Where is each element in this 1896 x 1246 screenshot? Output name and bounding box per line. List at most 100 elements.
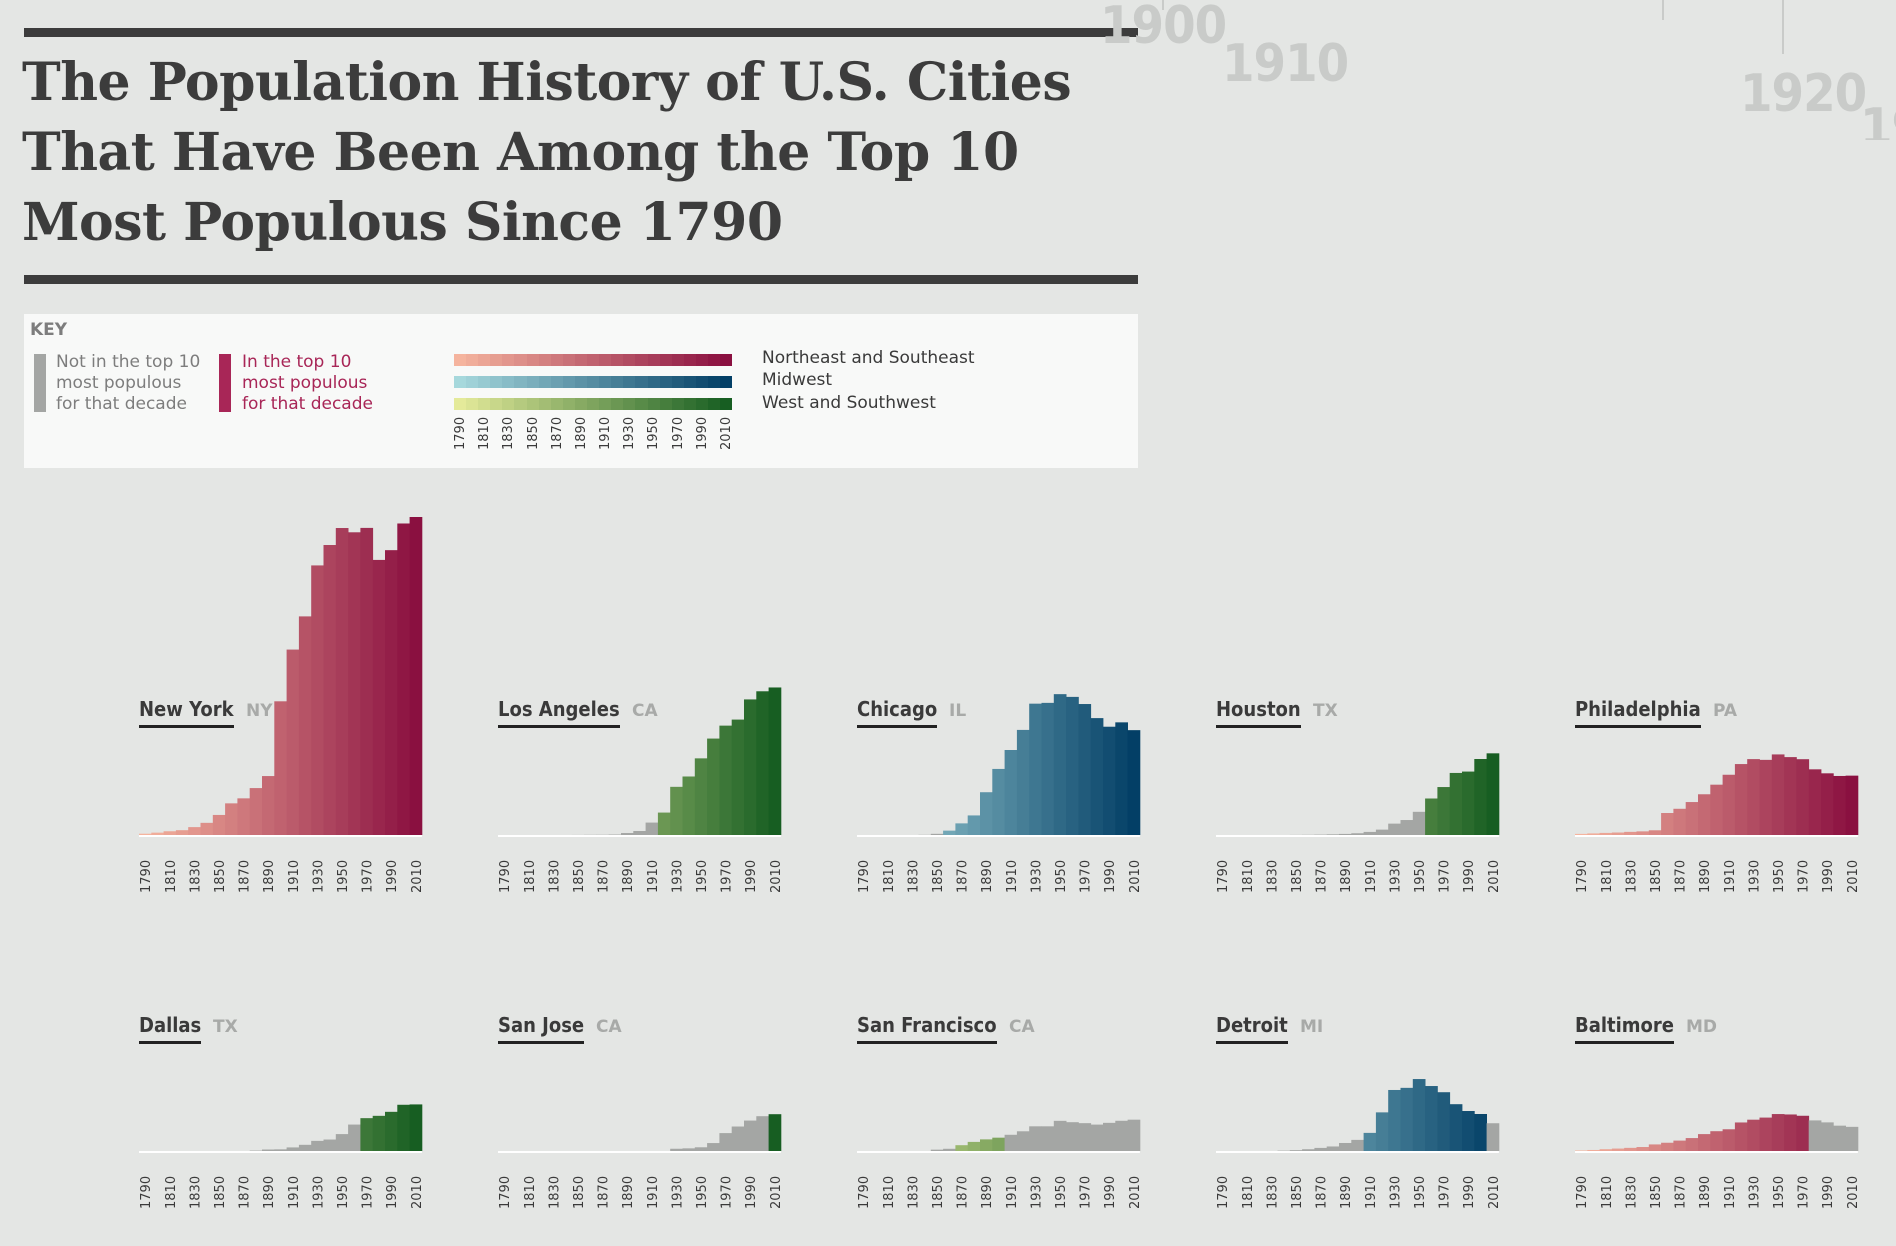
tick-label: 1910: [287, 860, 302, 893]
tick-label: 1810: [882, 1176, 897, 1209]
ramp-step: [574, 398, 588, 410]
ramp-step: [671, 376, 684, 388]
bar: [1326, 834, 1340, 835]
bar: [1587, 1149, 1600, 1151]
tick-label: 2010: [1487, 860, 1502, 893]
tick-label: 1870: [597, 1176, 612, 1209]
ramp-step: [635, 376, 648, 388]
tick-label: 1950: [1413, 1176, 1428, 1209]
tick-label: 1990: [1462, 860, 1477, 893]
city-state: CA: [596, 1017, 622, 1037]
bar: [967, 1141, 981, 1151]
ramp-step: [707, 376, 721, 388]
tick-label: 1890: [1339, 860, 1354, 893]
bar: [212, 814, 226, 835]
bar: [1437, 1092, 1451, 1151]
bar: [1449, 772, 1463, 835]
bar: [1363, 831, 1377, 835]
ramp-step: [478, 354, 491, 366]
tick-label: 1830: [906, 1176, 921, 1209]
top10-swatch: [219, 354, 231, 412]
region-label-northeast: Northeast and Southeast: [762, 348, 975, 368]
tick-label: 1850: [572, 1176, 587, 1209]
bar: [1029, 703, 1042, 835]
ramp-step: [454, 354, 467, 366]
bar: [1449, 1104, 1463, 1151]
tick-label: 1810: [1600, 860, 1615, 893]
ramp-step: [599, 354, 612, 366]
bar: [1636, 831, 1650, 835]
tick-label: 1990: [1103, 860, 1118, 893]
city-name: New York: [139, 697, 234, 728]
tick-label: 1930: [1388, 860, 1403, 893]
ramp-step: [647, 376, 660, 388]
tick-label: 1830: [188, 860, 203, 893]
top-rule: [24, 28, 1138, 37]
tick-label: 1830: [547, 860, 562, 893]
key-title: KEY: [30, 320, 68, 340]
tick-label: 1930: [1747, 1176, 1762, 1209]
tick-label: 1970: [1438, 860, 1453, 893]
bar: [1698, 1134, 1711, 1151]
bar: [1400, 1087, 1414, 1151]
bar: [1722, 1129, 1736, 1151]
ramp-step: [720, 398, 733, 410]
bar: [1115, 1120, 1128, 1151]
tick-label: 1970: [1079, 1176, 1094, 1209]
tick-label: 1890: [621, 1176, 636, 1209]
ramp-step: [550, 376, 563, 388]
bar: [1016, 729, 1030, 835]
ramp-step: [647, 354, 660, 366]
tick-label: 1850: [213, 1176, 228, 1209]
bar: [409, 517, 423, 835]
bar: [1029, 1126, 1042, 1151]
tick-label: 1930: [1388, 1176, 1403, 1209]
bar: [1624, 831, 1637, 835]
timeline-year: 1920: [1740, 64, 1867, 124]
bar: [335, 528, 349, 835]
bar: [151, 832, 164, 835]
tick-label: 1890: [262, 860, 277, 893]
ramp-step: [659, 376, 672, 388]
tick-label: 1950: [695, 860, 710, 893]
tick-label: 1970: [361, 860, 376, 893]
tick-label: 1990: [1821, 860, 1836, 893]
ramp-step: [671, 398, 684, 410]
bar: [175, 830, 189, 835]
ramp-step: [490, 376, 503, 388]
timeline-year: 1910: [1222, 34, 1349, 94]
ramp-step: [623, 354, 636, 366]
bar: [1412, 1079, 1426, 1151]
ramp-step: [550, 398, 563, 410]
bar: [409, 1104, 423, 1151]
not-top10-label: Not in the top 10 most populous for that…: [56, 352, 201, 414]
bar: [1808, 1120, 1822, 1151]
ramp-step: [574, 376, 588, 388]
bar: [262, 776, 275, 835]
tick-label: 1990: [744, 1176, 759, 1209]
tick-label: 1990: [744, 860, 759, 893]
bar: [1845, 1126, 1859, 1151]
bar: [1351, 1139, 1364, 1151]
tick-label: 2010: [1846, 860, 1861, 893]
bar: [1066, 696, 1079, 835]
city-chart: 1790 1810 1830 1850 1870 1890 1910 1930 1950 1970…: [1575, 1114, 1861, 1209]
bar: [1437, 787, 1451, 835]
tick-label: 1910: [1005, 860, 1020, 893]
tick-label: 1790: [857, 860, 872, 893]
bar: [360, 1118, 374, 1151]
bar: [274, 1149, 287, 1151]
city-chart: 1790 1810 1830 1850 1870 1890 1910 1930 1950 1970…: [498, 1114, 784, 1209]
tick-label: 1850: [572, 860, 587, 893]
city-state: MD: [1686, 1017, 1718, 1037]
tick-label: 1870: [956, 1176, 971, 1209]
bar: [756, 1116, 769, 1151]
bar: [1462, 1111, 1475, 1151]
city-name: Dallas: [139, 1013, 202, 1044]
bar: [1611, 1148, 1625, 1151]
bar: [335, 1134, 349, 1151]
tick-label: 1870: [1674, 860, 1689, 893]
ramp-step: [526, 398, 539, 410]
bar: [1486, 1123, 1500, 1151]
tick-label: 1890: [262, 1176, 277, 1209]
